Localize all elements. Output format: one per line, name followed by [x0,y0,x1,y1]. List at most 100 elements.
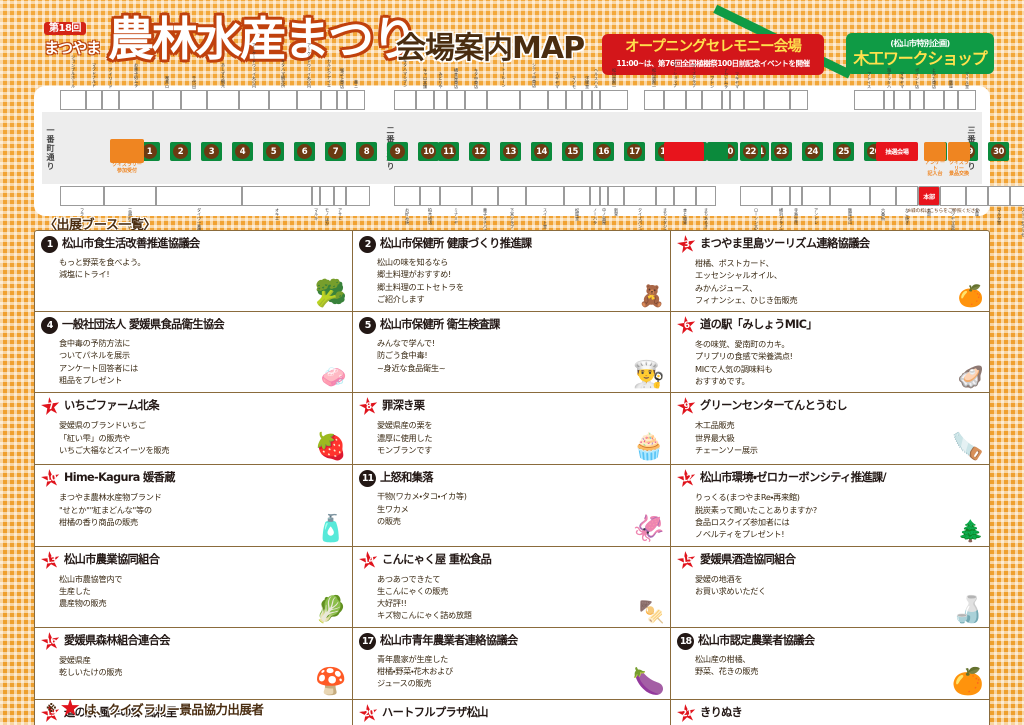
booth-marker[interactable]: 22 [740,142,761,161]
booth-organization-name: まつやま里島ツーリズム連絡協議会 [700,236,870,251]
booth-marker[interactable]: 25 [833,142,854,161]
star-icon: 13 [40,549,61,570]
shop-name-label: モノ ほか [325,208,330,226]
booth-card[interactable]: 16 愛媛県森林組合連合会 愛媛県産 乾しいたけの販売 🍄 [35,627,353,700]
shop-name-label: ブレン [710,75,715,88]
booth-card[interactable]: 2 松山市保健所 健康づくり推進課 松山の味を知るなら 郷土料理がおすすめ! 郷土料理の… [353,231,671,313]
quiz-rally-prize-area[interactable]: クイズラリー 景品交換 [948,142,970,177]
booth-card[interactable]: 20ハートフルプラザ松山愛媛県産の木材を使った小物や米粉を使ったクッキー、マドレ… [353,699,671,725]
booth-marker[interactable]: 17 [624,142,645,161]
star-icon: 9 [676,396,697,417]
shop-name-label: キャロ本舗 [423,67,428,89]
booth-marker[interactable]: 12 [469,142,490,161]
callout-workshop-subtitle: (松山市特別企画) [890,38,950,48]
booth-marker[interactable]: 6 [294,142,315,161]
survey-desk-area[interactable]: アンケート 記入台 [924,142,946,177]
booth-organization-label: Hime-Kagura 媛香蔵 [64,471,175,485]
booth-card[interactable]: 11 上怒和集落 干物(ワカメ・タコ・イカ等) 生ワカメ の販売 🦑 [353,465,671,547]
shop-name-label: ミナミヤ [454,208,459,225]
booth-organization-label: 松山市環境・ゼロカーボンシティ推進課/ [700,471,887,485]
booth-description: 木工品販売 世界最大級 チェーンソー展示 [695,420,758,455]
booth-organization-name: こんにゃく屋 重松食品 [382,552,492,567]
headquarters-booth[interactable]: 本部 本部 [918,186,940,216]
booth-organization-name: 道の駅 風早の郷 風和里 [64,705,177,720]
booth-organization-label: 松山市保健所 衛生検査課 [380,318,500,332]
shop-name-label: 飯屋 [949,79,954,88]
shop-name-label: レザーショップ [673,59,678,88]
booth-marker[interactable]: 7 [325,142,346,161]
booth-marker[interactable]: 16 [593,142,614,161]
booth-marker[interactable]: 10 [418,142,439,161]
booth-card[interactable]: 7 いちごファーム北条 愛媛県のブランドいちご 「紅い雫」の販売や いちご大福などスイー… [35,393,353,466]
booth-organization-name: 愛媛県酒造協同組合 [700,552,796,567]
booth-marker[interactable]: 24 [802,142,823,161]
booth-marker[interactable]: 3 [201,142,222,161]
booth-card[interactable]: 10 Hime-Kagura 媛香蔵 まつやま農林水産物ブランド "せとか""紅まどん… [35,465,353,547]
booth-card[interactable]: 21きりぬき今年もたくさんのみかんをそろえてお待ちしています!!🧃 [671,700,989,725]
booth-marker[interactable]: 8 [356,142,377,161]
booth-marker[interactable]: 15 [562,142,583,161]
booth-card[interactable]: 6 道の駅「みしょうMIC」 冬の味覚、愛南町のカキ。 プリプリの食感で栄養満点! MI… [671,312,989,394]
shop-name-label: アンドレ [814,208,819,225]
booth-marker[interactable]: 9 [387,142,408,161]
booth-card[interactable]: 14 こんにゃく屋 重松食品 あつあつできたて 生こんにゃくの販売 大好評!! キズ物こん… [353,546,671,628]
booth-marker[interactable]: 5 [263,142,284,161]
booth-marker[interactable]: 2 [170,142,191,161]
shop-name-label: 橋本屋商店 [454,67,459,89]
map-note: ※緑の枠はこちらをご参照ください [907,209,980,214]
shop-name-label: キタハマシブン [403,59,408,88]
lottery-area[interactable]: 抽選会場 [876,142,918,161]
shop-strip-bottom-mid: お好み焼 柏木紙店 ミナミヤ 菓子タチバナ 下宮クラブ スイート堂 松屋堂 ノーバラ 中… [394,186,716,237]
shop-name-label: 下宮クラブ [510,208,515,229]
booth-product-illustration: 🧴 [314,513,347,544]
booth-organization-label: まつやま里島ツーリズム連絡協議会 [700,237,870,250]
booth-description: 青年農家が生産した 柑橘・野菜・花木および ジュースの販売 [377,653,453,689]
booth-marker[interactable]: 30 [988,142,1009,161]
booth-marker[interactable]: 14 [531,142,552,161]
shop-name-label: 千代田 [192,75,197,88]
opening-ceremony-area[interactable] [664,142,704,161]
booth-card[interactable]: 9 グリーンセンターてんとうむし 木工品販売 世界最大級 チェーンソー展示 🪚 [671,393,989,466]
callout-opening-ceremony[interactable]: オープニングセレモニー会場 11:00~は、第76回全国植樹祭100日前記念イベ… [602,34,824,75]
woodwork-workshop-area[interactable] [707,142,728,161]
booth-number: 25 [836,144,851,159]
booth-card[interactable]: 18 松山市認定農業者協議会 松山産の柑橘、 野菜、花きの販売 🍊 [671,628,989,700]
booth-card[interactable]: 4 一般社団法人 愛媛県食品衛生協会 食中毒の予防方法に ついてパネルを展示 アンケート… [35,312,353,394]
booth-card[interactable]: 5 松山市保健所 衛生検査課 みんなで学んで! 防ごう食中毒! ~身近な食品衛生~ 👨‍🍳 [353,312,671,394]
booth-organization-name: 松山市青年農業者連絡協議会 [380,633,518,648]
booth-marker[interactable]: 13 [500,142,521,161]
shop-strip-top-mid: キタハマシブン キャロ本舗 みどりや 橋本屋商店 キタ中商店 アートールーン シティ中… [394,59,628,110]
callout-woodwork-workshop[interactable]: (松山市特別企画) 木工ワークショップ [846,33,994,75]
booth-card[interactable]: 15 愛媛県酒造協同組合 愛媛の地酒を お買い求めいただく 🍶 [671,547,989,628]
booth-organization-name: 松山市環境・ゼロカーボンシティ推進課/ [700,470,887,485]
booth-organization-label: こんにゃく屋 重松食品 [382,552,492,566]
shop-name-label: スギヤマ [555,71,560,88]
booth-organization-label: 道の駅 風早の郷 風和里 [64,705,177,719]
shop-name-label: 堀之上商店 [340,67,345,89]
booth-row-left[interactable]: 1 2 3 4 5 6 7 8 9 10 [139,142,439,161]
quiz-rally-reception-area[interactable]: クイズラリー 参加受付 [110,139,144,173]
shop-name-label: キタハマ観光所 [281,59,286,88]
booth-card[interactable]: 3 まつやま里島ツーリズム連絡協議会柑橘、ポストカード、 エッセンシャルオイル、 みか… [671,231,989,313]
booth-organization-label: いちごファーム北条 [64,399,160,413]
booth-marker[interactable]: 1 [139,142,160,161]
booth-marker[interactable]: 4 [232,142,253,161]
star-icon: 3 [676,234,697,255]
booth-card[interactable]: 17 松山市青年農業者連絡協議会 青年農家が生産した 柑橘・野菜・花木および ジュースの… [353,627,671,700]
booth-number: 24 [805,144,820,159]
booth-card[interactable]: 1 松山市食生活改善推進協議会 もっと野菜を食べよう。 減塩にトライ! 🥦 [35,231,353,313]
booth-number: 23 [774,144,789,159]
booth-marker[interactable]: 23 [771,142,792,161]
booth-card[interactable]: 8 罪深き栗 愛媛県産の栗を 濃厚に使用した モンブランです 🧁 [353,393,671,466]
booth-description: あつあつできたて 生こんにゃくの販売 大好評!! キズ物こんにゃく詰め放題 [377,573,472,621]
booth-number: 9 [390,144,405,159]
booth-card[interactable]: 13 松山市農業協同組合 松山市農協管内で 生産した 農産物の販売 🥬 [35,546,353,628]
booth-card[interactable]: 12 松山市環境・ゼロカーボンシティ推進課/りっくる(まつやまRe・再来館) 脱炭素… [671,465,989,547]
booth-marker[interactable]: 11 [438,142,459,161]
star-icon: 12 [676,468,697,489]
booth-description: みんなで学んで! 防ごう食中毒! ~身近な食品衛生~ [377,338,446,373]
booth-product-illustration: 🍊 [957,284,984,309]
booth-description: 柑橘、ポストカード、 エッセンシャルオイル、 みかんジュース、 フィナンシェ、ひじき缶… [695,258,798,305]
